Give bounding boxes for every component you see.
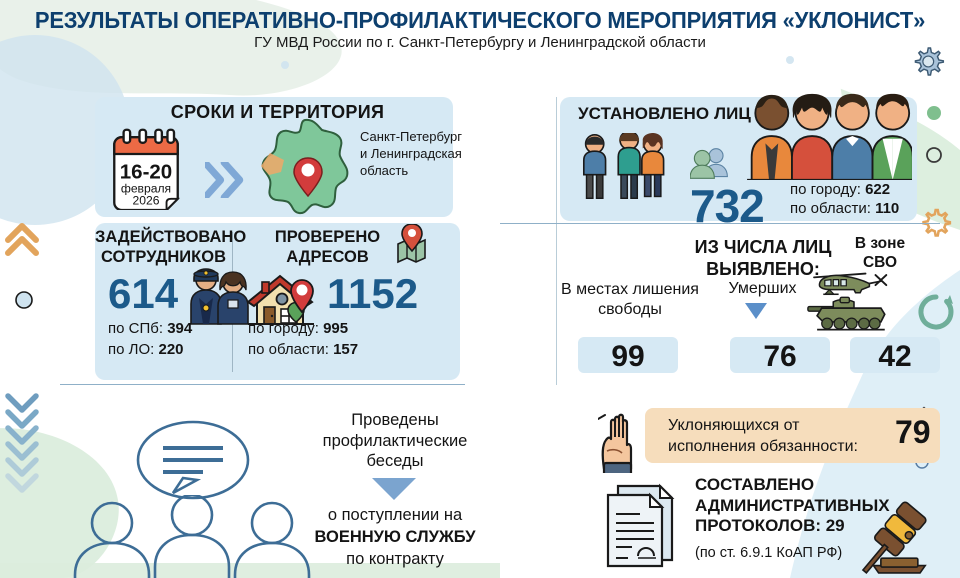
svg-text:2026: 2026 (133, 193, 160, 207)
svg-text:16-20: 16-20 (120, 160, 172, 183)
